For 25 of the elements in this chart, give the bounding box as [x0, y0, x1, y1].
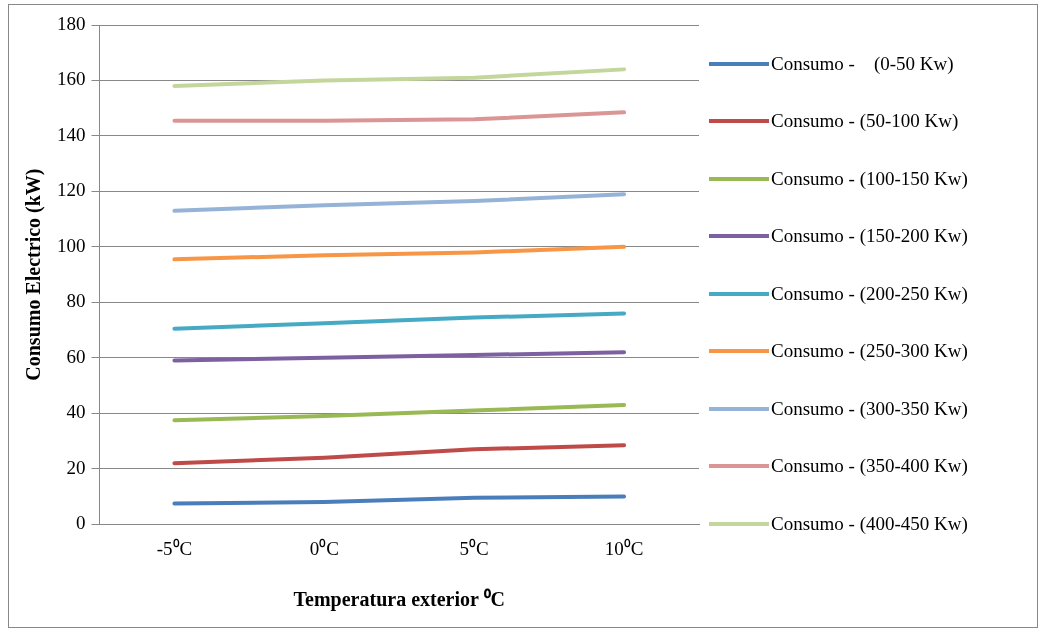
x-tick-label: 5⁰C: [459, 537, 489, 559]
y-tick-label: 20: [66, 456, 86, 478]
legend-label: Consumo - (350-400 Kw): [771, 455, 968, 478]
x-axis-title: Temperatura exterior ⁰C: [293, 588, 505, 612]
legend-label: Consumo - (100-150 Kw): [771, 167, 968, 190]
y-axis-title: Consumo Electrico (kW): [22, 168, 46, 381]
y-tick-label: 100: [57, 234, 86, 256]
legend-label: Consumo - (300-350 Kw): [771, 397, 968, 420]
legend-label: Consumo - (400-450 Kw): [771, 512, 968, 535]
y-tick-label: 140: [57, 123, 86, 145]
legend-label: Consumo - (200-250 Kw): [771, 282, 968, 305]
legend-label: Consumo - (50-100 Kw): [771, 110, 959, 133]
y-tick-label: 40: [66, 401, 86, 423]
x-tick-label: 10⁰C: [604, 537, 644, 559]
legend-label: Consumo - (0-50 Kw): [771, 52, 954, 75]
y-tick-label: 180: [57, 12, 86, 34]
y-tick-label: 80: [66, 290, 86, 312]
x-tick-label: 0⁰C: [309, 537, 339, 559]
legend-label: Consumo - (150-200 Kw): [771, 225, 968, 248]
y-tick-label: 60: [66, 345, 86, 367]
y-tick-label: 120: [57, 179, 86, 201]
y-tick-label: 160: [57, 68, 86, 90]
y-tick-label: 0: [76, 512, 86, 534]
x-tick-label: -5⁰C: [156, 537, 193, 559]
legend-label: Consumo - (250-300 Kw): [771, 340, 968, 363]
